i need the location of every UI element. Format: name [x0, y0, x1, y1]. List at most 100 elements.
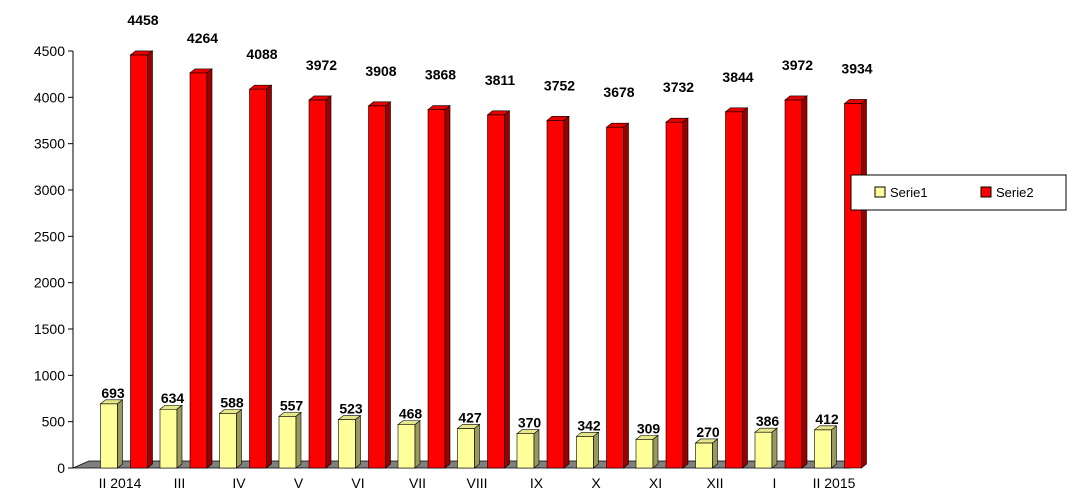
- bar-side: [385, 101, 391, 469]
- data-label-serie2: 3972: [306, 57, 337, 73]
- bar-serie1: [397, 420, 421, 469]
- bar-serie1: [159, 404, 183, 469]
- data-label-serie2: 4088: [246, 46, 277, 62]
- bar-serie2: [248, 84, 273, 469]
- bar-serie1: [218, 408, 243, 469]
- y-tick-label: 4500: [34, 43, 65, 59]
- bar-front: [308, 99, 327, 469]
- x-tick-label: X: [591, 475, 601, 491]
- y-tick-label: 4000: [34, 89, 65, 105]
- bar-serie1: [456, 423, 481, 469]
- x-tick-label: IV: [232, 475, 246, 491]
- data-label-serie2: 4264: [187, 30, 218, 46]
- y-tick-label: 1500: [34, 321, 65, 337]
- bar-side: [504, 110, 510, 469]
- bar-front: [606, 126, 624, 469]
- bar-serie2: [546, 115, 570, 469]
- data-label-serie2: 3908: [365, 63, 396, 79]
- data-label-serie1: 468: [399, 406, 423, 422]
- data-label-serie1: 427: [458, 409, 482, 425]
- y-tick-label: 3000: [34, 182, 65, 198]
- x-tick-label: V: [294, 475, 304, 491]
- bar-front: [159, 408, 178, 469]
- x-tick-label: II 2015: [813, 475, 856, 491]
- bar-side: [176, 404, 183, 469]
- x-tick-label: I: [773, 475, 777, 491]
- bar-front: [249, 88, 267, 469]
- bar-serie1: [278, 411, 302, 469]
- data-label-serie2: 3811: [485, 72, 516, 88]
- bar-front: [784, 99, 803, 469]
- bar-front: [516, 433, 535, 469]
- data-label-serie1: 523: [339, 401, 363, 417]
- bar-serie2: [665, 117, 689, 469]
- bar-serie2: [605, 122, 630, 469]
- data-label-serie1: 693: [101, 385, 125, 401]
- data-label-serie1: 386: [756, 413, 780, 429]
- bar-side: [771, 427, 778, 469]
- legend-swatch-serie1: [874, 186, 886, 198]
- x-axis-ticks: II 2014 III IV V VI VII VIII IX X XI XII I II 2015: [99, 475, 856, 491]
- bar-front: [368, 105, 386, 469]
- data-label-serie2: 3844: [722, 69, 753, 85]
- bar-side: [682, 117, 689, 469]
- bar-side: [623, 122, 629, 469]
- bar-side: [742, 107, 748, 469]
- bar-side: [236, 408, 242, 469]
- bar-side: [444, 104, 451, 469]
- x-tick-label: XI: [649, 475, 662, 491]
- bar-side: [593, 431, 599, 469]
- y-tick-label: 1000: [34, 367, 65, 383]
- bar-front: [814, 429, 832, 469]
- y-tick-label: 3500: [34, 136, 65, 152]
- data-label-serie2: 3934: [841, 60, 872, 76]
- bar-side: [712, 438, 718, 469]
- data-label-serie1: 370: [518, 415, 542, 431]
- data-label-serie1: 412: [815, 411, 839, 427]
- y-tick-label: 0: [57, 460, 65, 476]
- bar-front: [278, 416, 297, 469]
- data-label-serie1: 588: [220, 395, 244, 411]
- bar-front: [100, 403, 118, 469]
- legend-box: [850, 174, 1067, 211]
- x-tick-label: VII: [409, 475, 426, 491]
- data-label-serie2: 4458: [127, 12, 158, 28]
- bar-front: [576, 436, 594, 469]
- bar-serie1: [575, 431, 600, 469]
- y-tick-label: 2500: [34, 228, 65, 244]
- bar-front: [844, 103, 862, 469]
- x-tick-label: II 2014: [99, 475, 142, 491]
- y-tick-label: 500: [42, 414, 66, 430]
- data-label-serie1: 270: [696, 424, 720, 440]
- data-label-serie2: 3678: [603, 84, 634, 100]
- bar-side: [414, 420, 421, 469]
- bar-serie2: [308, 95, 332, 469]
- bar-serie1: [694, 438, 719, 469]
- bar-side: [117, 399, 123, 469]
- bar-front: [487, 114, 505, 469]
- bar-side: [295, 411, 302, 469]
- bar-side: [266, 84, 272, 469]
- bar-serie2: [843, 98, 868, 469]
- x-tick-label: XII: [706, 475, 723, 491]
- bars: [99, 50, 868, 469]
- legend-label-serie1: Serie1: [890, 185, 928, 200]
- bar-front: [189, 72, 208, 469]
- data-label-serie2: 3972: [782, 57, 813, 73]
- bar-side: [147, 50, 153, 469]
- x-tick-label: VIII: [466, 475, 487, 491]
- y-axis-ticks: 0 500 1000 1500 2000 2500 3000 3500 4000 4500: [34, 43, 73, 476]
- bar-front: [546, 120, 565, 469]
- x-tick-label: IX: [530, 475, 544, 491]
- bar-front: [695, 442, 713, 469]
- bar-front: [219, 413, 237, 469]
- bar-serie2: [427, 104, 451, 469]
- bar-serie1: [754, 427, 778, 469]
- bar-serie1: [516, 429, 540, 469]
- x-tick-label: III: [174, 475, 186, 491]
- bar-side: [831, 425, 837, 469]
- legend-swatch-serie2: [980, 186, 992, 198]
- bar-front: [635, 439, 654, 469]
- legend: Serie1 Serie2: [850, 174, 1067, 211]
